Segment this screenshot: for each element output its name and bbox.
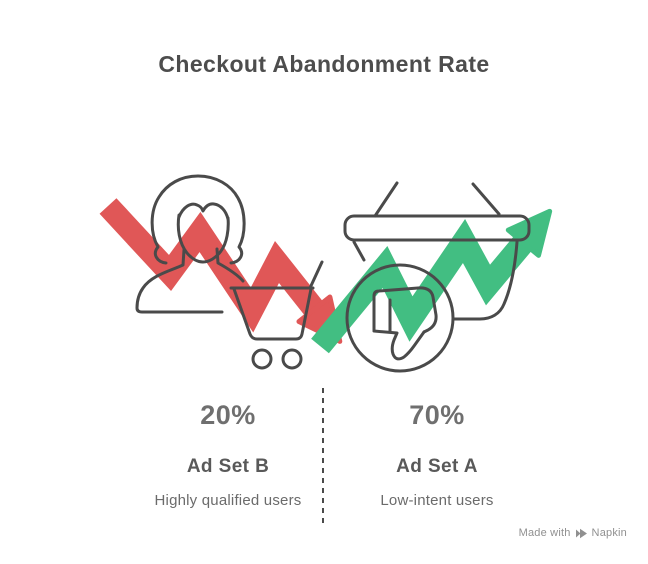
audience-description: Highly qualified users [154, 492, 302, 509]
audience-description: Low-intent users [380, 492, 494, 509]
shopping-cart-icon [229, 260, 324, 370]
page-title: Checkout Abandonment Rate [158, 51, 490, 77]
adset-label: Ad Set B [186, 456, 270, 477]
watermark: Made with Napkin [519, 526, 627, 540]
green-rising-arrow-icon [311, 208, 553, 354]
divider [322, 388, 324, 528]
adset-label: Ad Set A [396, 456, 478, 477]
shopping-basket-icon [343, 181, 531, 321]
watermark-brand: Napkin [591, 527, 627, 539]
thumbs-down-icon [345, 263, 455, 373]
percent-value: 70% [409, 400, 465, 430]
percent-value: 20% [200, 400, 256, 430]
watermark-prefix: Made with [518, 527, 571, 539]
napkin-logo-icon [575, 528, 587, 538]
woman-icon [135, 174, 246, 314]
